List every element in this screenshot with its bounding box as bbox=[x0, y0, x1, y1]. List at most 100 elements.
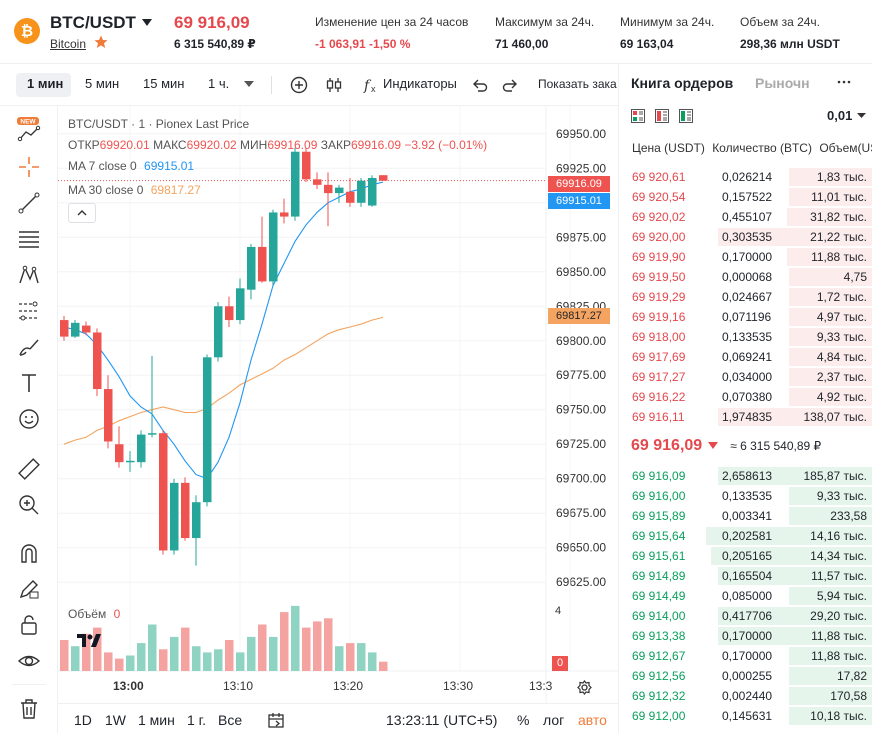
ask-row[interactable]: 69 919,16 0,071196 4,97 тыс. bbox=[627, 307, 872, 327]
ask-row[interactable]: 69 920,61 0,026214 1,83 тыс. bbox=[627, 167, 872, 187]
tool-ruler[interactable] bbox=[16, 456, 42, 482]
order-qty: 0,071196 bbox=[722, 310, 772, 324]
percent-toggle[interactable]: % bbox=[517, 712, 530, 728]
more-options-icon[interactable] bbox=[837, 80, 851, 84]
ask-row[interactable]: 69 919,50 0,000068 4,75 bbox=[627, 267, 872, 287]
ask-row[interactable]: 69 917,69 0,069241 4,84 тыс. bbox=[627, 347, 872, 367]
order-volume: 9,33 тыс. bbox=[816, 489, 867, 503]
range-1d[interactable]: 1D bbox=[74, 712, 92, 728]
time-label-1310: 13:10 bbox=[223, 679, 254, 693]
tab-market-trades[interactable]: Рыночн bbox=[755, 75, 810, 91]
interval-1m[interactable]: 1 мин bbox=[27, 76, 64, 91]
bid-row[interactable]: 69 912,67 0,170000 11,88 тыс. bbox=[627, 646, 872, 666]
auto-toggle[interactable]: авто bbox=[578, 712, 607, 728]
bid-row[interactable]: 69 914,00 0,417706 29,20 тыс. bbox=[627, 606, 872, 626]
bid-row[interactable]: 69 914,89 0,165504 11,57 тыс. bbox=[627, 566, 872, 586]
pair-selector[interactable]: BTC/USDT bbox=[50, 13, 152, 33]
tool-magnet[interactable] bbox=[16, 540, 42, 566]
tool-magic-new[interactable]: NEW bbox=[16, 116, 42, 142]
bid-row[interactable]: 69 912,56 0,000255 17,82 bbox=[627, 666, 872, 686]
order-volume: 5,94 тыс. bbox=[816, 589, 867, 603]
ask-row[interactable]: 69 920,54 0,157522 11,01 тыс. bbox=[627, 187, 872, 207]
view-both-icon[interactable] bbox=[631, 109, 645, 123]
log-toggle[interactable]: лог bbox=[543, 712, 565, 728]
view-bids-icon[interactable] bbox=[679, 109, 693, 123]
add-plus-icon[interactable] bbox=[290, 76, 308, 94]
order-price: 69 915,64 bbox=[632, 529, 686, 543]
tool-stay-drawing[interactable] bbox=[16, 576, 42, 602]
bid-row[interactable]: 69 915,61 0,205165 14,34 тыс. bbox=[627, 546, 872, 566]
candles-type-icon[interactable] bbox=[325, 76, 343, 94]
tool-brush[interactable] bbox=[16, 334, 42, 360]
interval-1h[interactable]: 1 ч. bbox=[208, 76, 230, 91]
candle-body bbox=[346, 191, 355, 203]
volume-bar bbox=[258, 624, 267, 671]
price-tick-label: 69875.00 bbox=[556, 230, 606, 244]
redo-icon[interactable] bbox=[502, 77, 518, 93]
tool-lock[interactable] bbox=[16, 612, 42, 638]
order-price: 69 913,38 bbox=[632, 629, 686, 643]
undo-icon[interactable] bbox=[472, 77, 488, 93]
bid-row[interactable]: 69 916,09 2,658613 185,87 тыс. bbox=[627, 466, 872, 486]
interval-15m[interactable]: 15 мин bbox=[143, 76, 185, 91]
chart-canvas[interactable]: 69950.0069925.0069900.0069875.0069850.00… bbox=[58, 106, 618, 703]
precision-selector[interactable]: 0,01 bbox=[827, 108, 867, 123]
ask-row[interactable]: 69 916,11 1,974835 138,07 тыс. bbox=[627, 407, 872, 427]
bid-row[interactable]: 69 915,64 0,202581 14,16 тыс. bbox=[627, 526, 872, 546]
tool-zoom[interactable] bbox=[16, 492, 42, 518]
bid-row[interactable]: 69 915,89 0,003341 233,58 bbox=[627, 506, 872, 526]
time-label-1330: 13:30 bbox=[443, 679, 474, 693]
ask-row[interactable]: 69 920,02 0,455107 31,82 тыс. bbox=[627, 207, 872, 227]
interval-dropdown-icon[interactable] bbox=[244, 81, 254, 89]
bid-row[interactable]: 69 913,38 0,170000 11,88 тыс. bbox=[627, 626, 872, 646]
tool-visibility[interactable] bbox=[16, 648, 42, 674]
order-qty: 0,000255 bbox=[722, 669, 773, 683]
bid-row[interactable]: 69 914,49 0,085000 5,94 тыс. bbox=[627, 586, 872, 606]
tool-text[interactable] bbox=[16, 370, 42, 396]
candle-body bbox=[71, 322, 80, 337]
ma30-value: 69817.27 bbox=[150, 183, 201, 197]
indicators-button[interactable]: Индикаторы bbox=[383, 76, 457, 91]
tool-fib[interactable] bbox=[16, 298, 42, 324]
go-to-date-calendar-icon[interactable] bbox=[267, 711, 285, 729]
star-icon[interactable] bbox=[94, 35, 108, 49]
view-asks-icon[interactable] bbox=[655, 109, 669, 123]
order-price: 69 920,54 bbox=[632, 190, 686, 204]
ask-row[interactable]: 69 916,22 0,070380 4,92 тыс. bbox=[627, 387, 872, 407]
range-1w[interactable]: 1W bbox=[105, 712, 126, 728]
show-orders-button[interactable]: Показать зака bbox=[538, 77, 617, 91]
tool-pattern[interactable] bbox=[16, 262, 42, 288]
tool-horizontal-lines[interactable] bbox=[16, 226, 42, 252]
order-price: 69 916,09 bbox=[632, 469, 686, 483]
depth-bar bbox=[789, 647, 872, 665]
bid-row[interactable]: 69 912,00 0,145631 10,18 тыс. bbox=[627, 706, 872, 726]
volume-bar bbox=[126, 655, 135, 671]
ask-row[interactable]: 69 917,27 0,034000 2,37 тыс. bbox=[627, 367, 872, 387]
tool-crosshair[interactable] bbox=[16, 154, 42, 180]
volume-bar bbox=[368, 652, 377, 671]
bid-row[interactable]: 69 912,32 0,002440 170,58 bbox=[627, 686, 872, 706]
range-all[interactable]: Все bbox=[218, 712, 243, 728]
bid-row[interactable]: 69 916,00 0,133535 9,33 тыс. bbox=[627, 486, 872, 506]
ask-row[interactable]: 69 920,00 0,303535 21,22 тыс. bbox=[627, 227, 872, 247]
volume-bar bbox=[71, 646, 80, 671]
collapse-legend-button[interactable] bbox=[68, 203, 96, 223]
price-chart[interactable]: 69950.0069925.0069900.0069875.0069850.00… bbox=[58, 106, 618, 703]
chart-settings-gear-icon[interactable] bbox=[577, 680, 592, 695]
tab-order-book[interactable]: Книга ордеров bbox=[631, 75, 734, 91]
tool-trend-line[interactable] bbox=[16, 190, 42, 216]
tool-emoji[interactable] bbox=[16, 406, 42, 432]
mid-price-row: 69 916,09 ≈ 6 315 540,89 ₽ bbox=[631, 437, 821, 455]
ask-row[interactable]: 69 919,90 0,170000 11,88 тыс. bbox=[627, 247, 872, 267]
precision-value: 0,01 bbox=[827, 108, 853, 123]
range-1min[interactable]: 1 мин bbox=[138, 712, 175, 728]
tool-delete[interactable] bbox=[16, 696, 42, 722]
ask-row[interactable]: 69 919,29 0,024667 1,72 тыс. bbox=[627, 287, 872, 307]
coin-name-link[interactable]: Bitcoin bbox=[50, 37, 87, 51]
order-qty: 0,024667 bbox=[722, 290, 773, 304]
range-1y[interactable]: 1 г. bbox=[187, 712, 206, 728]
interval-5m[interactable]: 5 мин bbox=[85, 76, 120, 91]
ask-row[interactable]: 69 918,00 0,133535 9,33 тыс. bbox=[627, 327, 872, 347]
clock-timezone[interactable]: 13:23:11 (UTC+5) bbox=[386, 712, 498, 728]
